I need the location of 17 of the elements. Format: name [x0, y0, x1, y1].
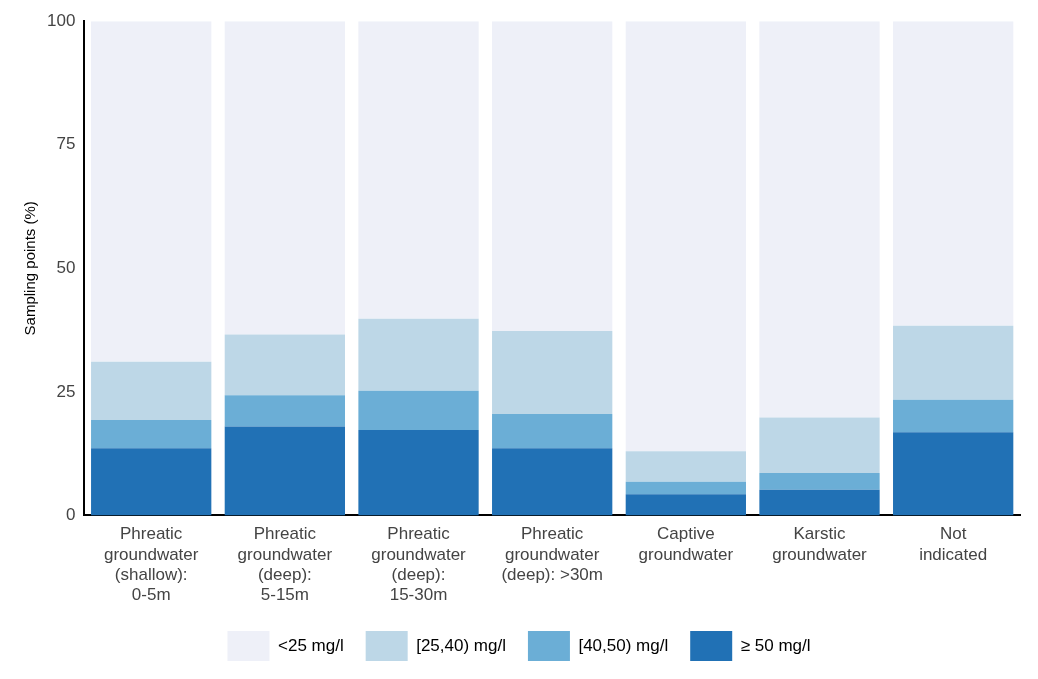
y-tick-label: 0: [65, 505, 76, 525]
legend-label: <25 mg/l: [278, 635, 344, 655]
y-tick-label: 25: [56, 381, 76, 401]
legend-label: [40,50) mg/l: [578, 635, 669, 655]
y-axis-title: Sampling points (%): [21, 201, 39, 336]
x-tick-label: Phreatic groundwater (deep): >30m: [501, 524, 603, 585]
y-tick-label: 100: [46, 10, 76, 30]
y-tick-label: 75: [56, 134, 76, 154]
legend-label: ≥ 50 mg/l: [740, 635, 811, 655]
x-tick-label: Phreatic groundwater (deep): 5-15m: [237, 524, 333, 605]
x-tick-label: Phreatic groundwater (shallow): 0-5m: [103, 524, 199, 605]
x-tick-label: Karstic groundwater: [772, 524, 868, 564]
x-tick-label: Captive groundwater: [638, 524, 734, 564]
x-tick-label: Not indicated: [919, 524, 988, 564]
x-tick-label: Phreatic groundwater (deep): 15-30m: [371, 524, 467, 605]
legend-label: [25,40) mg/l: [416, 635, 506, 655]
y-tick-label: 50: [56, 257, 76, 277]
